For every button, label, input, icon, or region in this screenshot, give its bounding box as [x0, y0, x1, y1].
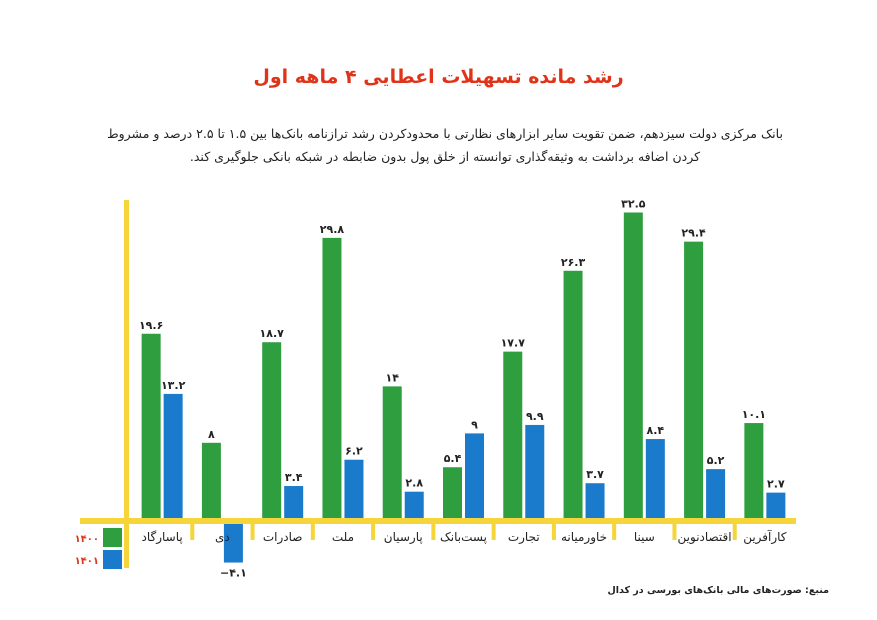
category-label: پاسارگاد — [142, 530, 183, 545]
bar — [262, 342, 282, 518]
data-label: ۵.۴ — [444, 452, 462, 465]
data-label: ۱۳.۲ — [161, 379, 186, 392]
data-label: ۳.۴ — [285, 471, 303, 484]
category-divider — [612, 518, 617, 540]
bar — [684, 241, 704, 518]
category-divider — [190, 518, 195, 540]
data-label: ۸ — [208, 428, 215, 441]
bar — [223, 524, 243, 563]
category-label: خاورمیانه — [561, 530, 607, 545]
chart-title: رشد مانده تسهیلات اعطایی ۴ ماهه اول — [253, 66, 624, 88]
bar — [382, 386, 402, 518]
bar — [141, 333, 161, 518]
bar — [443, 467, 462, 518]
bar — [284, 486, 304, 518]
category-divider — [672, 518, 677, 540]
data-label: ۹ — [471, 418, 478, 431]
y-axis — [124, 200, 129, 568]
bar — [645, 439, 665, 518]
category-divider — [250, 518, 255, 540]
category-divider — [491, 518, 496, 540]
bar — [706, 469, 726, 518]
data-label: ۱۴ — [386, 371, 400, 384]
data-label: ۱۷.۷ — [501, 337, 526, 350]
legend-swatch — [103, 528, 122, 547]
category-divider — [431, 518, 436, 540]
data-label: ۶.۲ — [345, 445, 363, 458]
category-label: پست‌بانک — [440, 530, 487, 544]
category-label: ملت — [332, 530, 354, 544]
bar — [766, 492, 786, 518]
category-label: دی — [215, 530, 230, 544]
bar — [585, 483, 605, 518]
bar — [322, 237, 342, 518]
data-label: −۴.۱ — [220, 567, 247, 580]
data-label: ۲۶.۳ — [561, 256, 586, 269]
data-label: ۱۹.۶ — [139, 319, 163, 332]
bar — [744, 423, 764, 518]
bar — [525, 424, 545, 518]
bar — [503, 351, 523, 518]
bar — [344, 459, 364, 518]
bar — [201, 442, 221, 518]
bar — [465, 433, 484, 518]
data-label: ۳۲.۵ — [621, 198, 646, 211]
category-label: کارآفرین — [743, 529, 787, 545]
category-label: اقتصادنوین — [678, 530, 732, 545]
category-divider — [732, 518, 737, 540]
data-label: ۱۸.۷ — [260, 327, 285, 340]
data-label: ۲.۷ — [767, 478, 785, 491]
category-divider — [371, 518, 376, 540]
chart-subtitle: بانک مرکزی دولت سیزدهم، ضمن تقویت سایر ا… — [107, 126, 783, 164]
x-axis — [80, 518, 796, 524]
data-label: ۲۹.۸ — [320, 223, 345, 236]
category-label: سینا — [634, 530, 655, 544]
data-label: ۵.۲ — [707, 454, 725, 467]
legend-label: ۱۴۰۰ — [75, 534, 99, 545]
legend-swatch — [103, 550, 122, 569]
legend-label: ۱۴۰۱ — [75, 556, 99, 567]
data-label: ۹.۹ — [526, 410, 544, 423]
bar — [404, 491, 424, 518]
bar — [623, 212, 643, 518]
bar — [563, 270, 583, 518]
category-divider — [551, 518, 556, 540]
data-label: ۸.۴ — [647, 424, 665, 437]
source-note: منبع: صورت‌های مالی بانک‌های بورسی در کد… — [607, 585, 829, 596]
bar — [163, 393, 183, 518]
category-label: پارسیان — [384, 530, 423, 545]
category-label: صادرات — [263, 530, 303, 545]
category-divider — [310, 518, 315, 540]
data-label: ۲.۸ — [405, 477, 423, 490]
data-label: ۳.۷ — [586, 468, 604, 481]
category-label: تجارت — [508, 530, 540, 545]
data-label: ۲۹.۴ — [681, 227, 706, 240]
data-label: ۱۰.۱ — [742, 408, 766, 421]
